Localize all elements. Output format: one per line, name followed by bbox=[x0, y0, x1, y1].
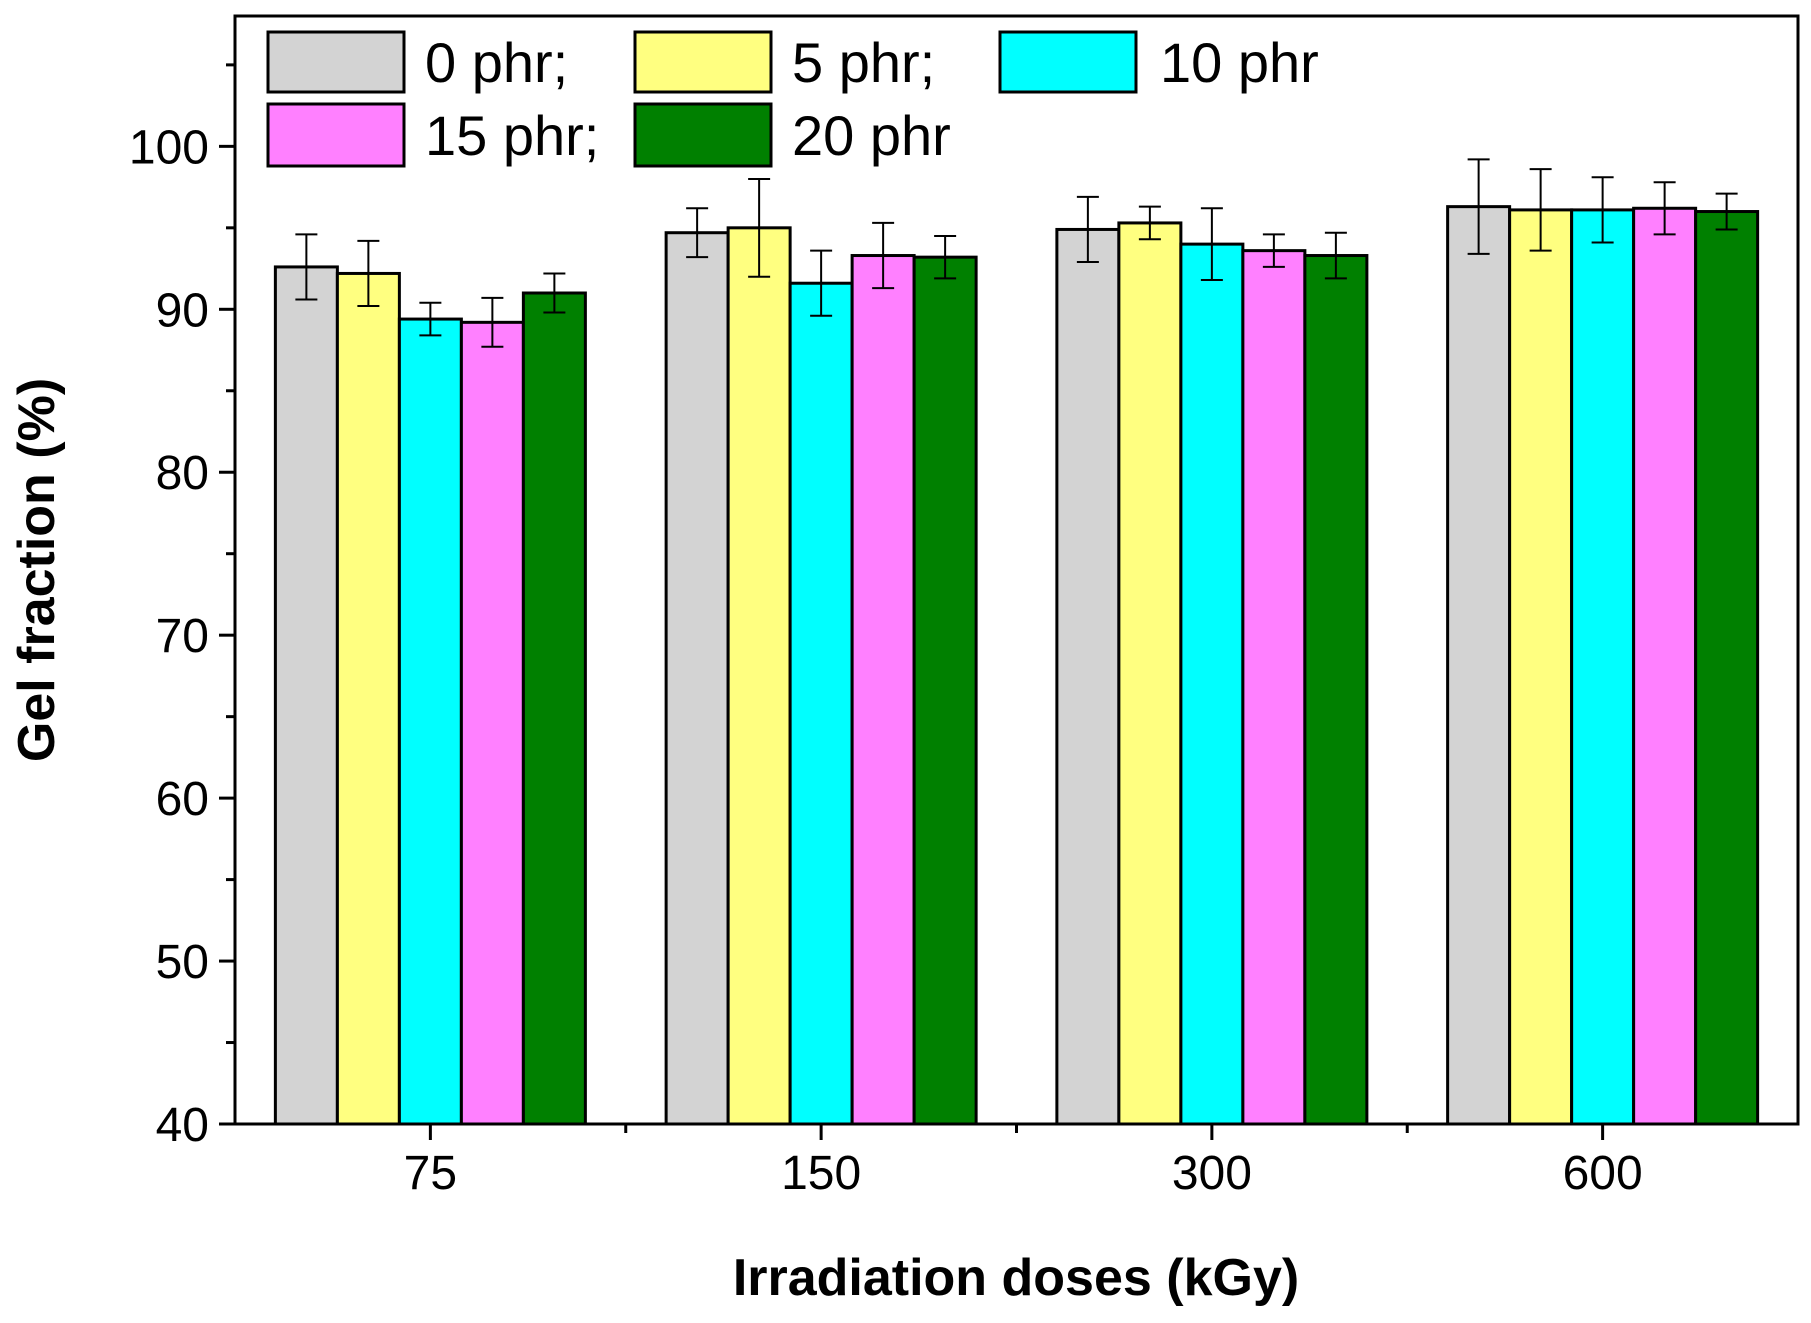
legend-label-4: 20 phr bbox=[792, 104, 951, 167]
bar-150-series-2 bbox=[788, 281, 854, 1126]
bar-75-series-0 bbox=[273, 265, 339, 1126]
y-tick-label: 40 bbox=[156, 1099, 209, 1152]
error-bar-600-series-2 bbox=[1591, 176, 1614, 244]
error-bar-300-series-0 bbox=[1076, 195, 1099, 264]
bar-300-series-0 bbox=[1055, 227, 1121, 1126]
x-axis-title: Irradiation doses (kGy) bbox=[733, 1249, 1299, 1307]
bar-600-series-1 bbox=[1508, 208, 1574, 1126]
error-bar-150-series-3 bbox=[872, 221, 895, 290]
error-bar-150-series-1 bbox=[748, 177, 771, 278]
bar-75-series-1 bbox=[335, 271, 401, 1126]
bar-300-series-1 bbox=[1117, 221, 1183, 1126]
y-axis: 40 50 60 70 80 90 100 bbox=[129, 63, 235, 1152]
bars-layer bbox=[273, 205, 1760, 1126]
bar-150-series-3 bbox=[850, 254, 916, 1126]
bar-300-series-4 bbox=[1303, 254, 1369, 1126]
y-tick-label: 80 bbox=[156, 447, 209, 500]
error-bar-600-series-0 bbox=[1467, 158, 1490, 255]
error-bar-75-series-0 bbox=[295, 233, 318, 301]
x-tick-label: 150 bbox=[781, 1147, 861, 1200]
error-bar-75-series-1 bbox=[357, 239, 380, 308]
error-bars-layer bbox=[295, 158, 1738, 348]
bar-150-series-4 bbox=[912, 255, 978, 1126]
bar-150-series-1 bbox=[726, 226, 792, 1126]
error-bar-75-series-3 bbox=[481, 296, 504, 348]
legend-swatch-3 bbox=[266, 102, 406, 168]
bar-600-series-4 bbox=[1694, 210, 1760, 1126]
x-axis: 75 150 300 600 bbox=[404, 1124, 1643, 1200]
error-bar-300-series-4 bbox=[1324, 231, 1347, 280]
legend-label-1: 5 phr; bbox=[792, 31, 935, 94]
bar-75-series-4 bbox=[521, 291, 587, 1126]
y-tick-label: 100 bbox=[129, 121, 209, 174]
error-bar-150-series-2 bbox=[810, 249, 833, 317]
error-bar-600-series-4 bbox=[1715, 192, 1738, 231]
legend-swatch-1 bbox=[633, 30, 773, 94]
x-tick-label: 600 bbox=[1563, 1147, 1643, 1200]
error-bar-150-series-4 bbox=[934, 234, 957, 280]
bar-600-series-0 bbox=[1446, 205, 1512, 1126]
error-bar-600-series-1 bbox=[1529, 168, 1552, 252]
x-tick-label: 300 bbox=[1172, 1147, 1252, 1200]
y-tick-label: 50 bbox=[156, 936, 209, 989]
legend-label-2: 10 phr bbox=[1160, 31, 1319, 94]
bar-150-series-0 bbox=[664, 231, 730, 1126]
legend-label-3: 15 phr; bbox=[425, 104, 599, 167]
y-tick-label: 60 bbox=[156, 773, 209, 826]
bar-75-series-2 bbox=[397, 317, 463, 1126]
error-bar-150-series-0 bbox=[686, 207, 709, 259]
error-bar-300-series-2 bbox=[1200, 207, 1223, 281]
legend-swatch-4 bbox=[633, 102, 773, 168]
error-bar-300-series-3 bbox=[1262, 233, 1285, 268]
error-bar-75-series-2 bbox=[419, 301, 442, 337]
legend: 0 phr; 5 phr; 10 phr 15 phr; 20 phr bbox=[266, 30, 1319, 168]
y-axis-title: Gel fraction (%) bbox=[8, 378, 66, 762]
legend-swatch-2 bbox=[998, 30, 1138, 94]
y-tick-label: 90 bbox=[156, 284, 209, 337]
legend-swatch-0 bbox=[266, 30, 406, 94]
bar-600-series-2 bbox=[1570, 208, 1636, 1126]
legend-label-0: 0 phr; bbox=[425, 31, 568, 94]
error-bar-300-series-1 bbox=[1138, 205, 1161, 241]
error-bar-75-series-4 bbox=[543, 272, 566, 314]
bar-300-series-3 bbox=[1241, 249, 1307, 1126]
error-bar-600-series-3 bbox=[1653, 181, 1676, 236]
x-tick-label: 75 bbox=[404, 1147, 457, 1200]
y-tick-label: 70 bbox=[156, 610, 209, 663]
bar-75-series-3 bbox=[459, 320, 525, 1126]
bar-300-series-2 bbox=[1179, 242, 1245, 1126]
bar-600-series-3 bbox=[1632, 206, 1698, 1126]
